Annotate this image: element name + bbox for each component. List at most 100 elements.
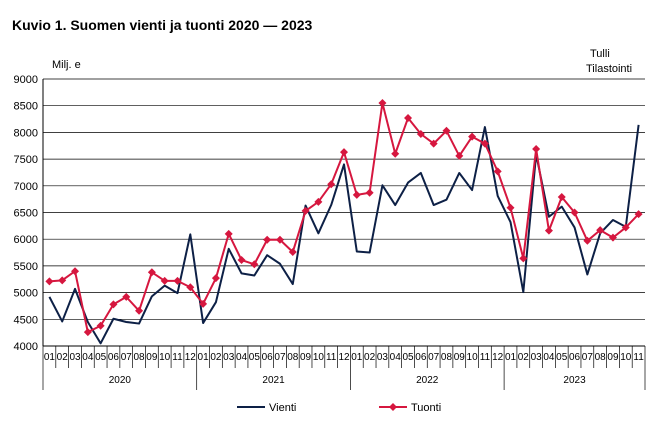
- month-tick-label: 10: [159, 352, 171, 363]
- gridlines: [43, 78, 645, 320]
- y-tick-label: 4000: [14, 341, 38, 353]
- month-tick-label: 11: [633, 352, 644, 363]
- month-tick-label: 06: [262, 352, 274, 363]
- data-point-tuonti: [186, 283, 195, 292]
- data-point-tuonti: [147, 268, 156, 277]
- y-tick-label: 9000: [14, 74, 38, 86]
- data-point-tuonti: [96, 321, 105, 330]
- data-point-tuonti: [275, 235, 284, 244]
- month-tick-label: 09: [454, 352, 466, 363]
- y-axis-label: Milj. e: [52, 59, 81, 71]
- series-line-tuonti: [49, 102, 640, 334]
- data-point-tuonti: [263, 235, 272, 244]
- data-point-tuonti: [327, 180, 336, 189]
- month-tick-label: 11: [326, 352, 337, 363]
- year-label: 2020: [109, 375, 132, 386]
- data-point-tuonti: [468, 132, 477, 141]
- y-tick-label: 5500: [14, 261, 38, 273]
- month-tick-label: 08: [441, 352, 453, 363]
- month-tick-label: 08: [287, 352, 299, 363]
- data-point-tuonti: [519, 254, 528, 263]
- y-tick-label: 7500: [14, 154, 38, 166]
- data-point-tuonti: [288, 248, 297, 257]
- data-point-tuonti: [480, 139, 489, 148]
- month-tick-label: 09: [146, 352, 158, 363]
- data-point-tuonti: [506, 203, 515, 212]
- legend-label-vienti: Vienti: [269, 402, 296, 414]
- data-point-tuonti: [224, 229, 233, 238]
- month-tick-label: 03: [377, 352, 389, 363]
- data-point-tuonti: [160, 276, 169, 285]
- y-tick-label: 7000: [14, 181, 38, 193]
- data-point-tuonti: [173, 276, 182, 285]
- month-tick-label: 09: [300, 352, 312, 363]
- month-tick-label: 12: [492, 352, 504, 363]
- data-point-tuonti: [391, 149, 400, 158]
- month-tick-label: 08: [595, 352, 607, 363]
- data-point-tuonti: [596, 226, 605, 235]
- month-tick-label: 06: [108, 352, 120, 363]
- month-tick-label: 01: [198, 352, 210, 363]
- data-point-tuonti: [365, 188, 374, 197]
- data-point-tuonti: [570, 208, 579, 217]
- month-tick-label: 01: [351, 352, 363, 363]
- year-label: 2021: [262, 375, 285, 386]
- month-tick-label: 12: [338, 352, 350, 363]
- y-axis-ticks: 4000 4500 5000 5500 6000 6500 7000 7500 8000 8500…: [14, 74, 38, 353]
- source-label-2: Tilastointi: [586, 63, 632, 75]
- data-point-tuonti: [211, 274, 220, 283]
- data-point-tuonti: [109, 300, 118, 309]
- data-point-tuonti: [237, 256, 246, 265]
- y-tick-label: 5000: [14, 288, 38, 300]
- month-tick-label: 05: [556, 352, 568, 363]
- y-tick-label: 4500: [14, 314, 38, 326]
- data-point-tuonti: [71, 267, 80, 276]
- month-tick-label: 07: [428, 352, 440, 363]
- data-point-tuonti: [532, 144, 541, 153]
- series-lines: [45, 99, 643, 345]
- month-tick-label: 02: [518, 352, 530, 363]
- month-tick-label: 04: [543, 352, 555, 363]
- legend-label-tuonti: Tuonti: [411, 402, 441, 414]
- data-point-tuonti: [442, 126, 451, 135]
- data-point-tuonti: [135, 306, 144, 315]
- month-tick-label: 07: [274, 352, 286, 363]
- data-point-tuonti: [621, 223, 630, 232]
- month-tick-label: 03: [69, 352, 81, 363]
- chart-title: Kuvio 1. Suomen vienti ja tuonti 2020 — …: [12, 17, 313, 33]
- month-tick-label: 03: [531, 352, 543, 363]
- data-point-tuonti: [45, 277, 54, 286]
- data-point-tuonti: [608, 233, 617, 242]
- month-tick-label: 10: [467, 352, 479, 363]
- month-tick-label: 02: [210, 352, 222, 363]
- data-point-tuonti: [583, 236, 592, 245]
- data-point-tuonti: [404, 113, 413, 122]
- data-point-tuonti: [493, 167, 502, 176]
- month-tick-label: 04: [390, 352, 402, 363]
- month-tick-label: 10: [620, 352, 632, 363]
- month-tick-label: 01: [505, 352, 517, 363]
- data-point-tuonti: [199, 299, 208, 308]
- data-point-tuonti: [429, 139, 438, 148]
- month-tick-label: 02: [364, 352, 376, 363]
- month-tick-label: 06: [415, 352, 427, 363]
- data-point-tuonti: [352, 190, 361, 199]
- month-tick-label: 07: [582, 352, 594, 363]
- y-tick-label: 6500: [14, 208, 38, 220]
- month-tick-label: 11: [480, 352, 491, 363]
- data-point-tuonti: [634, 210, 643, 219]
- month-tick-label: 03: [223, 352, 235, 363]
- month-tick-label: 12: [185, 352, 197, 363]
- data-point-tuonti: [378, 99, 387, 108]
- data-point-tuonti: [416, 130, 425, 139]
- year-label: 2022: [416, 375, 439, 386]
- x-axis: 01 02 03 04 05 06 07 08 09 10 11 12 01 02 03 04 05 06 07 08…: [42, 79, 646, 390]
- data-point-tuonti: [455, 151, 464, 160]
- month-tick-label: 02: [57, 352, 69, 363]
- data-point-tuonti: [544, 226, 553, 235]
- data-point-tuonti: [122, 292, 131, 301]
- month-tick-label: 05: [249, 352, 261, 363]
- source-label-1: Tulli: [590, 48, 610, 60]
- month-tick-label: 06: [569, 352, 581, 363]
